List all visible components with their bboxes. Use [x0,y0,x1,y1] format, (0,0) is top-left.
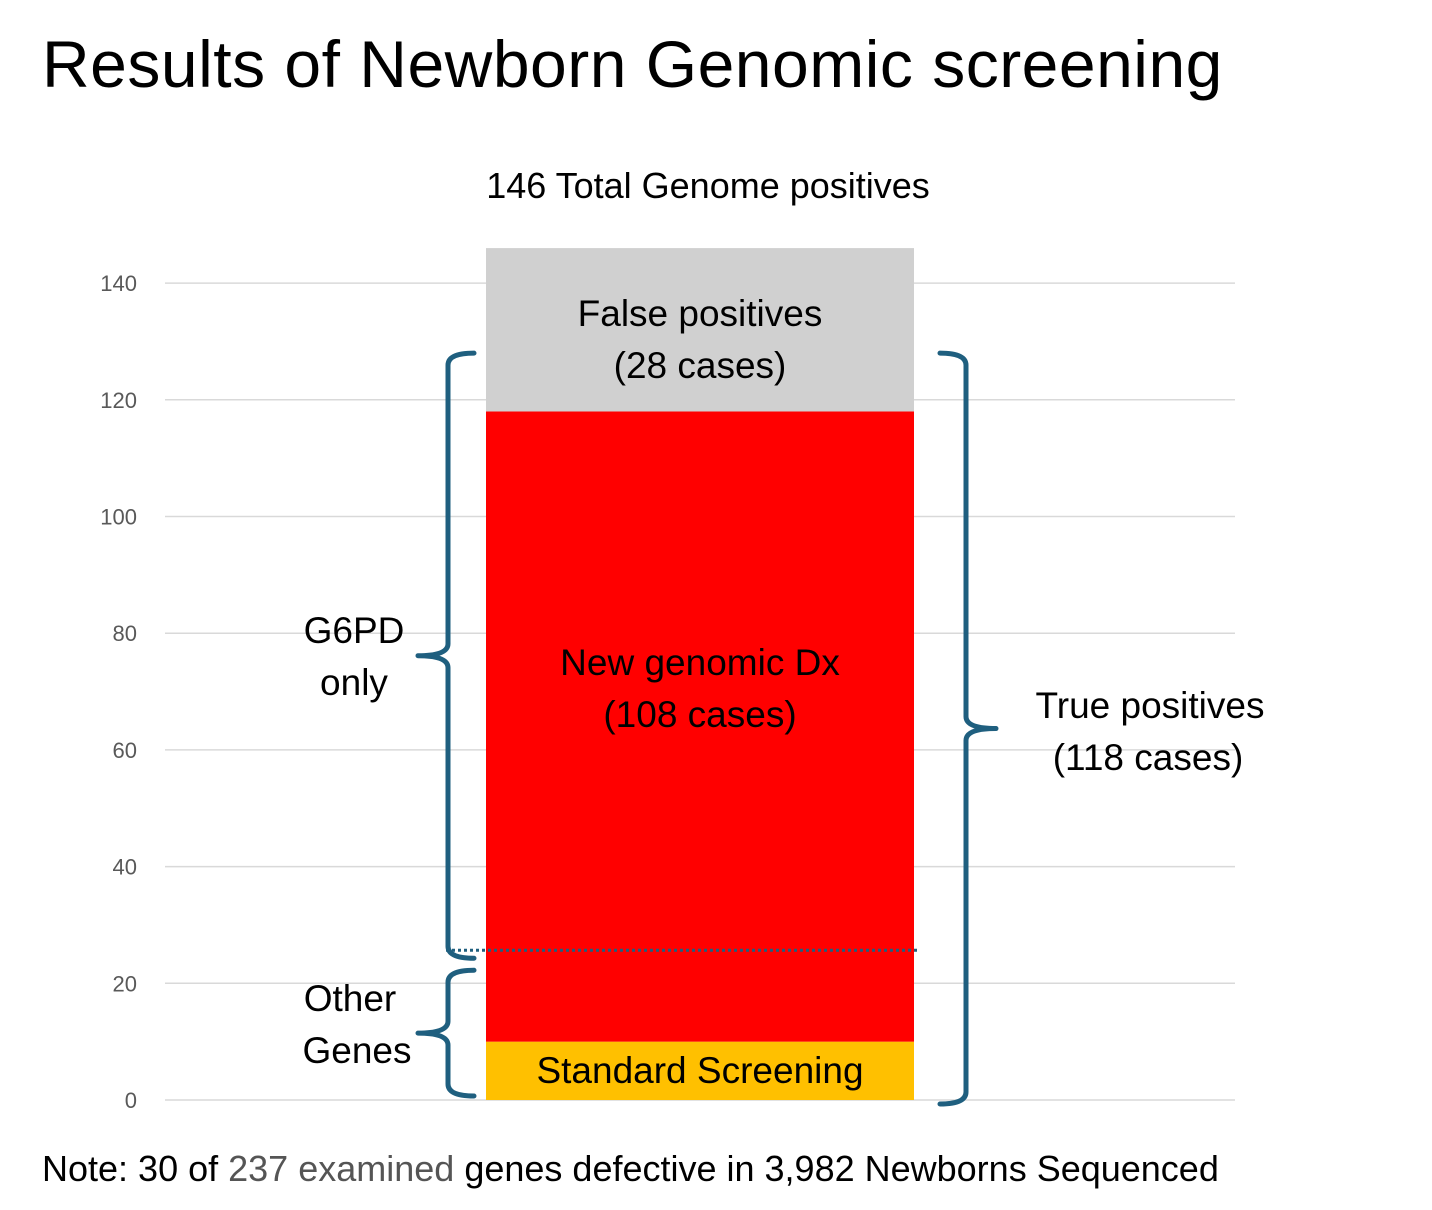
true-positives-count: (118 cases) [1053,737,1244,778]
false-positives-count: (28 cases) [614,345,787,386]
new-genomic-dx-count: (108 cases) [603,694,796,735]
stacked-bar-chart: 146 Total Genome positives 0 20 40 60 80 100 1… [100,165,1264,1113]
bracket-other-genes [415,967,477,1099]
y-tick-label-60: 60 [113,738,137,763]
y-tick-label-120: 120 [100,388,137,413]
other-genes-label-line2: Genes [302,1030,411,1071]
y-tick-label-140: 140 [100,271,137,296]
bracket-g6pd-only [415,350,477,961]
bar-segment-false-positives [486,248,914,412]
footnote: Note: 30 of 237 examined genes defective… [42,1148,1219,1190]
chart-title: 146 Total Genome positives [486,165,930,206]
g6pd-label-line2: only [320,662,388,703]
footnote-highlight: 237 examined [228,1148,455,1189]
y-tick-label-20: 20 [113,971,137,996]
y-tick-label-0: 0 [125,1088,137,1113]
y-tick-label-100: 100 [100,505,137,530]
true-positives-label: True positives [1036,685,1265,726]
brackets [415,350,999,1107]
bracket-true-positives [937,350,999,1107]
y-tick-label-40: 40 [113,855,137,880]
footnote-suffix: genes defective in 3,982 Newborns Sequen… [464,1148,1219,1189]
new-genomic-dx-label: New genomic Dx [560,642,840,683]
other-genes-label-line1: Other [304,978,397,1019]
y-axis-ticks: 0 20 40 60 80 100 120 140 [100,271,137,1113]
stacked-bar [446,248,918,1100]
g6pd-label-line1: G6PD [304,610,405,651]
footnote-prefix: Note: 30 of [42,1148,219,1189]
standard-screening-label: Standard Screening [536,1050,863,1091]
bar-segment-new-genomic-dx [486,411,914,1042]
false-positives-label: False positives [578,293,823,334]
page-title: Results of Newborn Genomic screening [42,27,1223,101]
segment-labels: False positives (28 cases) New genomic Dx (… [302,293,1264,1091]
bar-segment-standard-screening [486,1041,914,1100]
y-tick-label-80: 80 [113,621,137,646]
